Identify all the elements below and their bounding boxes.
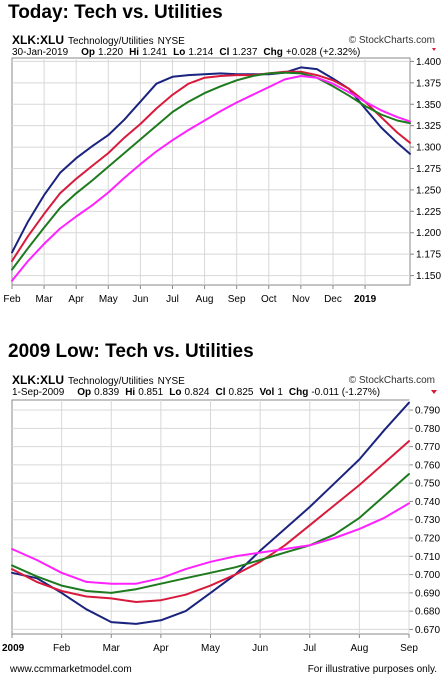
x-tick-label: Jun	[132, 294, 148, 305]
change-marker-icon	[432, 48, 436, 51]
stockcharts-watermark: © StockCharts.com	[349, 35, 435, 46]
x-tick-label: May	[99, 294, 118, 305]
x-tick-label: Jul	[303, 643, 316, 654]
y-tick-label: 0.720	[415, 534, 440, 545]
series-line-red	[11, 440, 410, 603]
quote-chg-value: +0.028 (+2.32%)	[286, 47, 361, 58]
y-tick-label: 1.175	[416, 250, 441, 261]
chart-header-symbol-line: XLK:XLU Technology/Utilities NYSE	[12, 33, 185, 47]
quote-op-label: Op	[81, 47, 95, 58]
y-tick-label: 0.780	[415, 424, 440, 435]
y-tick-label: 0.670	[415, 625, 440, 636]
x-tick-label: 2019	[354, 294, 377, 305]
x-tick-label: Aug	[350, 643, 368, 654]
y-tick-label: 1.200	[416, 228, 441, 239]
exchange-label: NYSE	[158, 36, 186, 47]
y-tick-label: 1.350	[416, 100, 441, 111]
quote-vol-label: Vol	[260, 387, 275, 398]
quote-hi-label: Hi	[129, 47, 139, 58]
quote-chg-value: -0.011 (-1.27%)	[311, 387, 380, 398]
quote-hi-value: 0.851	[138, 387, 163, 398]
x-tick-label: Nov	[292, 294, 310, 305]
series-line-green	[11, 473, 410, 594]
x-tick-label: Aug	[196, 294, 214, 305]
y-tick-label: 0.750	[415, 479, 440, 490]
top-chart: XLK:XLU Technology/Utilities NYSE © StockCh…	[3, 33, 441, 305]
symbol-label: XLK:XLU	[12, 33, 64, 47]
symbol-label: XLK:XLU	[12, 373, 64, 387]
quote-op-value: 0.839	[94, 387, 119, 398]
stockcharts-watermark: © StockCharts.com	[349, 375, 435, 386]
y-tick-label: 1.300	[416, 143, 441, 154]
y-tick-label: 0.700	[415, 570, 440, 581]
quote-lo-value: 1.214	[188, 47, 213, 58]
plot-frame	[11, 57, 411, 286]
x-tick-label: Sep	[228, 294, 246, 305]
x-tick-label: Apr	[153, 643, 169, 654]
series-line-blue	[11, 401, 410, 625]
footer-disclaimer: For illustrative purposes only.	[307, 664, 437, 675]
quote-lo-value: 0.824	[184, 387, 209, 398]
series-name-label: Technology/Utilities	[68, 36, 154, 47]
quote-vol-value: 1	[277, 387, 283, 398]
x-tick-label: Sep	[400, 643, 418, 654]
series-line-magenta	[11, 75, 411, 282]
y-tick-label: 0.760	[415, 460, 440, 471]
y-tick-label: 1.375	[416, 78, 441, 89]
top-chart-panel: XLK:XLU Technology/Utilities NYSE © StockCh…	[0, 30, 447, 315]
quote-line: 1-Sep-2009 Op 0.839 Hi 0.851 Lo 0.824 Cl 0.825 Vo…	[12, 387, 380, 398]
quote-hi-value: 1.241	[142, 47, 167, 58]
quote-cl-value: 0.825	[228, 387, 253, 398]
y-tick-label: 1.225	[416, 207, 441, 218]
series-line-magenta	[11, 502, 410, 585]
x-tick-label: Mar	[103, 643, 121, 654]
y-tick-label: 0.790	[415, 406, 440, 417]
footer-website: www.ccmmarketmodel.com	[10, 664, 132, 675]
x-tick-label: Dec	[324, 294, 342, 305]
x-tick-label: 2009	[2, 643, 25, 654]
x-tick-label: Jul	[166, 294, 179, 305]
quote-date: 1-Sep-2009	[12, 387, 65, 398]
quote-lo-label: Lo	[169, 387, 181, 398]
quote-cl-label: Cl	[215, 387, 225, 398]
y-tick-label: 0.740	[415, 497, 440, 508]
y-tick-label: 1.400	[416, 57, 441, 68]
series-line-red	[11, 70, 411, 262]
y-tick-label: 0.770	[415, 442, 440, 453]
y-tick-label: 0.680	[415, 607, 440, 618]
bottom-chart-panel: XLK:XLU Technology/Utilities NYSE © StockCh…	[0, 370, 447, 662]
x-tick-label: Feb	[3, 294, 21, 305]
y-tick-label: 0.690	[415, 588, 440, 599]
x-tick-label: May	[201, 643, 220, 654]
quote-cl-value: 1.237	[232, 47, 257, 58]
bottom-chart: XLK:XLU Technology/Utilities NYSE © StockCh…	[2, 373, 440, 654]
y-tick-label: 1.325	[416, 121, 441, 132]
quote-hi-label: Hi	[125, 387, 135, 398]
change-marker-icon	[431, 390, 437, 394]
y-tick-label: 0.730	[415, 515, 440, 526]
chart-header-symbol-line: XLK:XLU Technology/Utilities NYSE	[12, 373, 185, 387]
bottom-headline: 2009 Low: Tech vs. Utilities	[8, 341, 254, 362]
quote-date: 30-Jan-2019	[12, 47, 69, 58]
quote-lo-label: Lo	[173, 47, 185, 58]
quote-line: 30-Jan-2019 Op 1.220 Hi 1.241 Lo 1.214 Cl 1.237 C…	[12, 47, 360, 58]
quote-op-label: Op	[77, 387, 91, 398]
y-tick-label: 1.275	[416, 164, 441, 175]
x-tick-label: Feb	[53, 643, 71, 654]
x-tick-label: Oct	[261, 294, 277, 305]
quote-cl-label: Cl	[219, 47, 229, 58]
x-tick-label: Apr	[68, 294, 84, 305]
x-tick-label: Jun	[252, 643, 268, 654]
exchange-label: NYSE	[158, 376, 186, 387]
series-line-green	[11, 71, 411, 271]
y-tick-label: 1.150	[416, 271, 441, 282]
quote-chg-label: Chg	[263, 47, 282, 58]
x-tick-label: Mar	[35, 294, 53, 305]
quote-chg-label: Chg	[289, 387, 308, 398]
y-tick-label: 1.250	[416, 185, 441, 196]
quote-op-value: 1.220	[98, 47, 123, 58]
top-headline: Today: Tech vs. Utilities	[8, 2, 223, 23]
series-name-label: Technology/Utilities	[68, 376, 154, 387]
y-tick-label: 0.710	[415, 552, 440, 563]
